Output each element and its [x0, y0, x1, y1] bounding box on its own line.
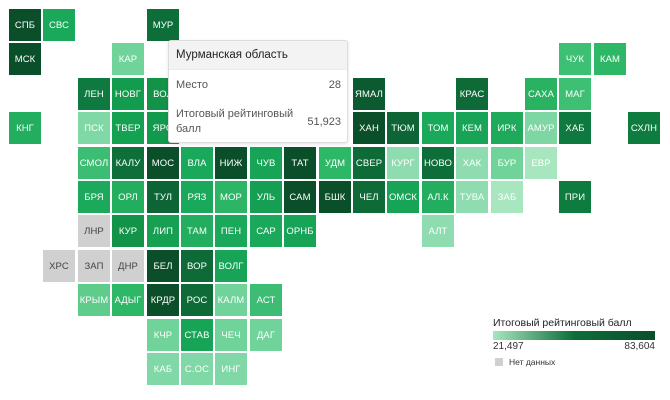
region-tile[interactable]: КЧР — [147, 319, 179, 351]
region-tile[interactable]: СТАВ — [181, 319, 213, 351]
legend-nodata-swatch — [495, 358, 503, 366]
region-tile[interactable]: ОМСК — [387, 181, 419, 213]
region-tile[interactable]: ЛЕН — [78, 78, 110, 110]
region-tile[interactable]: ИРК — [491, 112, 523, 144]
region-tile[interactable]: СВЕР — [353, 147, 385, 179]
region-tile[interactable]: ЧЕЛ — [353, 181, 385, 213]
region-tile[interactable]: ТУЛ — [147, 181, 179, 213]
region-tile[interactable]: КЕМ — [456, 112, 488, 144]
region-tile[interactable]: АСТ — [250, 284, 282, 316]
legend-max-value: 83,604 — [624, 341, 655, 352]
region-tile[interactable]: С.ОС — [181, 353, 213, 385]
region-tile[interactable]: СХЛН — [628, 112, 660, 144]
region-tile[interactable]: ТЮМ — [387, 112, 419, 144]
region-tile[interactable]: ДНР — [112, 250, 144, 282]
region-tile[interactable]: САР — [250, 215, 282, 247]
region-tile[interactable]: ПСК — [78, 112, 110, 144]
region-tile[interactable]: ЗАБ — [491, 181, 523, 213]
region-tile[interactable]: МОС — [147, 147, 179, 179]
region-tile[interactable]: НОВГ — [112, 78, 144, 110]
region-tile[interactable]: БЕЛ — [147, 250, 179, 282]
region-tile[interactable]: ЯМАЛ — [353, 78, 385, 110]
region-tile[interactable]: КУР — [112, 215, 144, 247]
region-tile[interactable]: КАМ — [594, 43, 626, 75]
region-tile[interactable]: УДМ — [319, 147, 351, 179]
region-tile[interactable]: БШК — [319, 181, 351, 213]
region-tile[interactable]: КРАС — [456, 78, 488, 110]
region-tile[interactable]: КНГ — [9, 112, 41, 144]
region-tile[interactable]: МУР — [147, 9, 179, 41]
region-tile[interactable]: КРДР — [147, 284, 179, 316]
legend-nodata-label: Нет данных — [509, 357, 556, 367]
region-tile[interactable]: ЗАП — [78, 250, 110, 282]
region-tile[interactable]: МОР — [215, 181, 247, 213]
region-tile[interactable]: ОРЛ — [112, 181, 144, 213]
region-tile[interactable]: НИЖ — [215, 147, 247, 179]
region-tile[interactable]: КАБ — [147, 353, 179, 385]
region-tile[interactable]: ИНГ — [215, 353, 247, 385]
region-tile[interactable]: ВОЛГ — [215, 250, 247, 282]
region-tile[interactable]: ТАМ — [181, 215, 213, 247]
region-tile[interactable]: ЧЕЧ — [215, 319, 247, 351]
legend-title: Итоговый рейтинговый балл — [493, 317, 632, 329]
region-tile[interactable]: РЯЗ — [181, 181, 213, 213]
region-tile[interactable]: СВС — [43, 9, 75, 41]
region-tile[interactable]: МАГ — [559, 78, 591, 110]
region-tile[interactable]: ТОМ — [422, 112, 454, 144]
region-tile[interactable]: ЕВР — [525, 147, 557, 179]
region-tile[interactable]: ЧУВ — [250, 147, 282, 179]
region-tile[interactable]: ПЕН — [215, 215, 247, 247]
region-tile[interactable]: КАЛМ — [215, 284, 247, 316]
region-tile[interactable]: ХРС — [43, 250, 75, 282]
region-tile[interactable]: САХА — [525, 78, 557, 110]
legend-min-value: 21,497 — [493, 341, 524, 352]
region-tile[interactable]: КАЛУ — [112, 147, 144, 179]
tooltip-place-value: 28 — [328, 79, 341, 91]
region-tile[interactable]: ХАН — [353, 112, 385, 144]
color-legend: Итоговый рейтинговый балл 21,497 83,604 … — [493, 317, 658, 372]
region-tile[interactable]: ЧУК — [559, 43, 591, 75]
region-tile[interactable]: САМ — [284, 181, 316, 213]
region-tile[interactable]: УЛЬ — [250, 181, 282, 213]
region-tile[interactable]: ТУВА — [456, 181, 488, 213]
region-tile[interactable]: ВЛА — [181, 147, 213, 179]
region-tile[interactable]: СМОЛ — [78, 147, 110, 179]
region-tile[interactable]: ВОР — [181, 250, 213, 282]
region-tile[interactable]: СПБ — [9, 9, 41, 41]
region-tile[interactable]: АЛТ — [422, 215, 454, 247]
region-tile[interactable]: КУРГ — [387, 147, 419, 179]
region-tile[interactable]: ТАТ — [284, 147, 316, 179]
region-tile[interactable]: ЛИП — [147, 215, 179, 247]
region-tile[interactable]: БРЯ — [78, 181, 110, 213]
region-tile[interactable]: ПРИ — [559, 181, 591, 213]
region-tile[interactable]: КРЫМ — [78, 284, 110, 316]
region-tile[interactable]: БУР — [491, 147, 523, 179]
legend-gradient-bar — [493, 331, 655, 340]
tooltip-score-label: Итоговый рейтинговый балл — [176, 108, 294, 135]
region-tooltip: Мурманская область Место 28 Итоговый рей… — [168, 40, 348, 143]
region-tile[interactable]: ХАК — [456, 147, 488, 179]
region-tile[interactable]: РОС — [181, 284, 213, 316]
region-tile[interactable]: АЛ.К — [422, 181, 454, 213]
tooltip-place-label: Место — [176, 79, 208, 91]
region-tile[interactable]: ТВЕР — [112, 112, 144, 144]
region-tile[interactable]: АДЫГ — [112, 284, 144, 316]
tooltip-score-value: 51,923 — [307, 116, 341, 128]
tooltip-score-row: Итоговый рейтинговый балл 51,923 — [176, 107, 341, 139]
tooltip-title: Мурманская область — [169, 41, 347, 70]
region-tile[interactable]: НОВО — [422, 147, 454, 179]
region-tile[interactable]: ЛНР — [78, 215, 110, 247]
region-tile[interactable]: АМУР — [525, 112, 557, 144]
region-tile[interactable]: ДАГ — [250, 319, 282, 351]
region-tile[interactable]: МСК — [9, 43, 41, 75]
region-tile[interactable]: КАР — [112, 43, 144, 75]
region-tile[interactable]: ОРНБ — [284, 215, 316, 247]
region-tile[interactable]: ХАБ — [559, 112, 591, 144]
tooltip-place-row: Место 28 — [176, 78, 341, 93]
